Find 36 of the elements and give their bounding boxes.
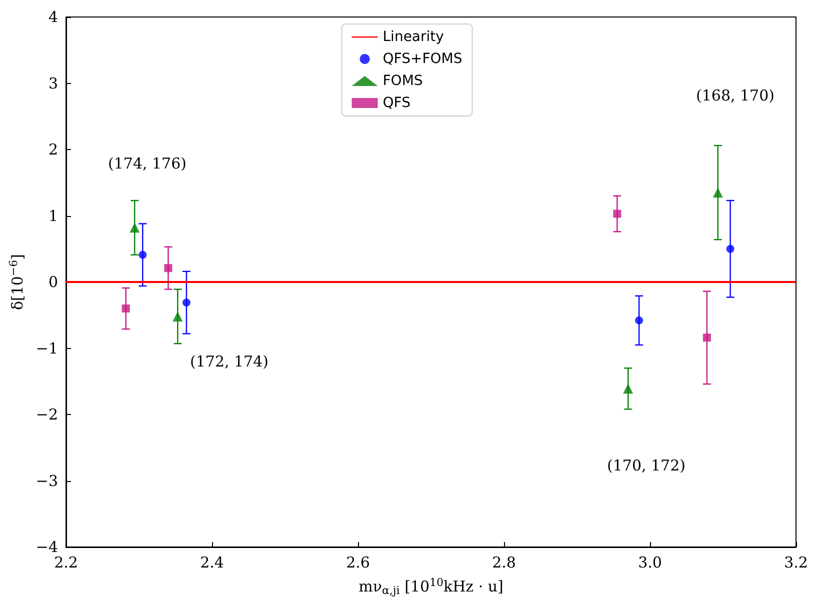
y-tick-label: 2 [48, 140, 58, 158]
point [712, 188, 723, 198]
point [164, 264, 172, 272]
annotation: (174, 176) [108, 154, 187, 172]
y-tick-label: 1 [48, 206, 58, 225]
y-tick-label: −1 [36, 339, 58, 358]
legend-label: QFS+FOMS [382, 51, 462, 67]
x-tick-label: 2.6 [346, 554, 370, 572]
point [182, 298, 190, 307]
y-tick-label: 4 [48, 8, 58, 26]
x-tick-label: 3.2 [784, 554, 808, 572]
point [130, 222, 140, 233]
y-tick-label: −4 [36, 538, 58, 556]
annotation: (168, 170) [696, 86, 775, 104]
point [623, 384, 634, 394]
x-tick-label: 2.8 [492, 554, 516, 572]
point [138, 250, 147, 259]
legend-label: FOMS [382, 73, 423, 89]
y-axis-title: δ[10−6] [7, 254, 26, 310]
point [635, 316, 644, 324]
point [172, 311, 183, 322]
point [726, 244, 734, 253]
y-tick-label: 0 [48, 273, 58, 291]
legend-label: Linearity [382, 29, 444, 45]
y-tick-label: 3 [48, 74, 58, 92]
x-tick-label: 2.4 [200, 554, 224, 572]
point [122, 304, 130, 312]
y-tick-label: −3 [36, 472, 58, 490]
x-tick-label: 3.0 [638, 554, 662, 572]
point [613, 210, 622, 218]
x-tick-label: 2.2 [54, 554, 78, 572]
annotation: (170, 172) [607, 456, 686, 474]
point [702, 334, 711, 342]
legend-label: QFS [382, 95, 411, 111]
y-tick-label: −2 [36, 406, 58, 424]
annotation: (172, 174) [190, 352, 269, 370]
